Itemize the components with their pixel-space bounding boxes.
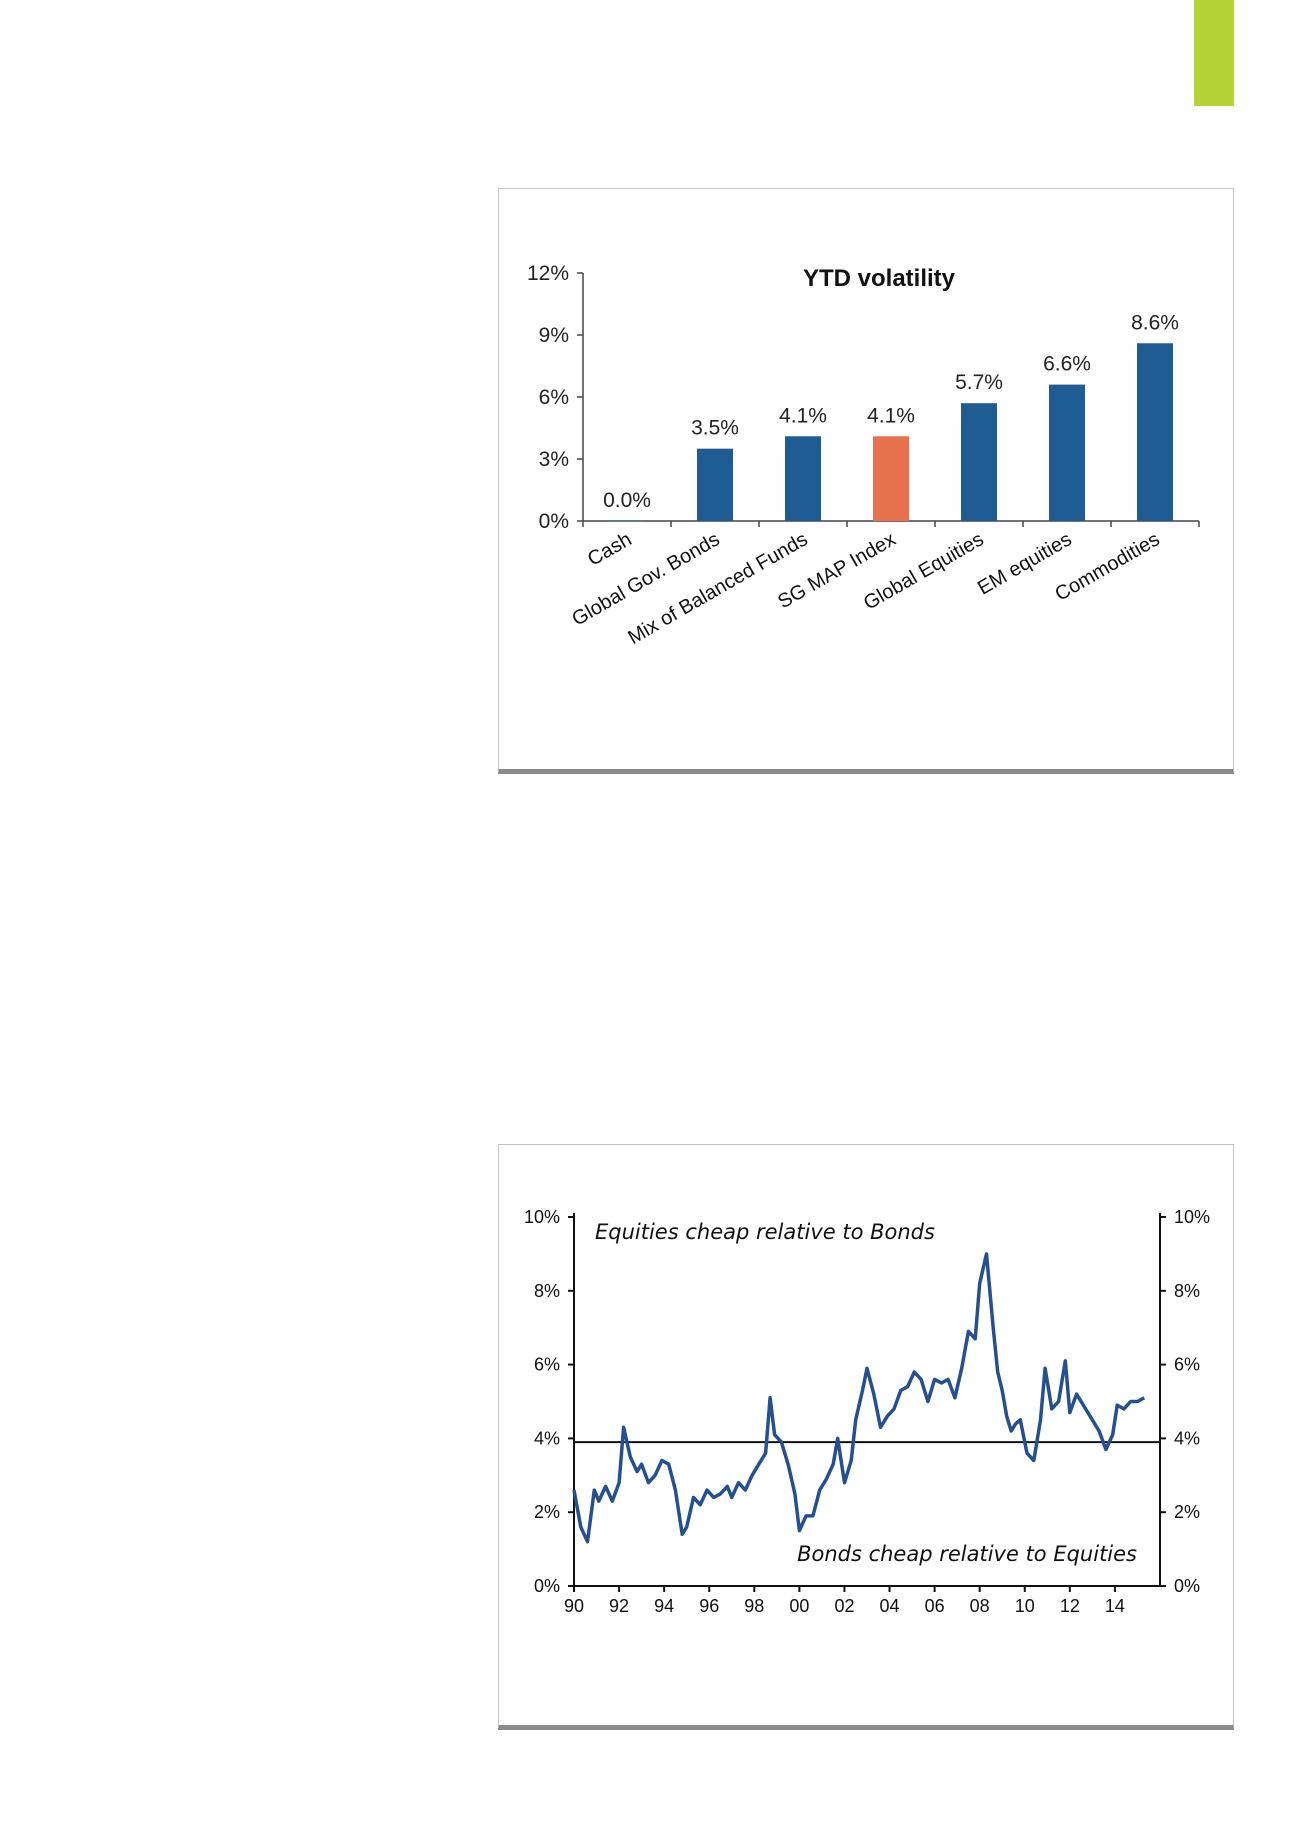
x-tick-label: 96 <box>699 1596 719 1616</box>
x-tick-label: 06 <box>925 1596 945 1616</box>
x-tick-label: 98 <box>744 1596 764 1616</box>
category-label: Cash <box>584 528 635 570</box>
x-tick-label: 92 <box>609 1596 629 1616</box>
equity-bond-yield-gap-chart-panel: 0% 0% 2% 2% 4% 4% 6% 6% 8% 8% 10% 10% 90 92 94 96 98 00 02… <box>498 1144 1234 1730</box>
bar <box>697 448 733 521</box>
bar <box>785 436 821 521</box>
x-tick-label: 94 <box>654 1596 674 1616</box>
annotation-bonds-cheap: Bonds cheap relative to Equities <box>797 1542 1137 1566</box>
x-tick-label: 04 <box>880 1596 900 1616</box>
left-y-tick-label: 8% <box>534 1281 560 1301</box>
bar-value-label: 0.0% <box>603 489 651 512</box>
chart-title: YTD volatility <box>803 265 956 292</box>
section-accent-tab <box>1194 0 1234 106</box>
y-tick-label: 12% <box>527 262 569 285</box>
y-tick-label: 3% <box>539 448 569 471</box>
y-tick-label: 9% <box>539 324 569 347</box>
bar-value-label: 4.1% <box>779 404 827 427</box>
ytd-volatility-bar-chart: YTD volatility 0% 3% 6% 9% 12% 0.0% Cash 3.5% Glo… <box>527 262 1200 649</box>
x-tick-label: 12 <box>1060 1596 1080 1616</box>
right-y-tick-label: 8% <box>1174 1281 1200 1301</box>
y-tick-label: 0% <box>539 510 569 533</box>
bar-value-label: 6.6% <box>1043 353 1091 376</box>
y-tick-label: 6% <box>539 386 569 409</box>
left-y-tick-label: 10% <box>524 1207 560 1227</box>
ytd-volatility-chart-panel: YTD volatility 0% 3% 6% 9% 12% 0.0% Cash 3.5% Glo… <box>498 188 1234 774</box>
right-y-tick-label: 0% <box>1174 1576 1200 1596</box>
left-y-tick-label: 4% <box>534 1428 560 1448</box>
right-y-tick-label: 4% <box>1174 1428 1200 1448</box>
x-tick-label: 10 <box>1015 1596 1035 1616</box>
bar-value-label: 8.6% <box>1131 311 1179 334</box>
x-tick-label: 08 <box>970 1596 990 1616</box>
left-y-tick-label: 0% <box>534 1576 560 1596</box>
bar <box>961 403 997 521</box>
left-y-tick-label: 2% <box>534 1502 560 1522</box>
right-y-tick-label: 2% <box>1174 1502 1200 1522</box>
bar <box>1137 343 1173 521</box>
annotation-equities-cheap: Equities cheap relative to Bonds <box>595 1220 935 1244</box>
bar <box>609 521 645 522</box>
bar-value-label: 4.1% <box>867 404 915 427</box>
bar <box>873 436 909 521</box>
bar-value-label: 3.5% <box>691 417 739 440</box>
x-tick-label: 00 <box>789 1596 809 1616</box>
x-tick-label: 14 <box>1105 1596 1125 1616</box>
yield-gap-series-line <box>572 1252 1146 1544</box>
equity-bond-yield-gap-line-chart: 0% 0% 2% 2% 4% 4% 6% 6% 8% 8% 10% 10% 90 92 94 96 98 00 02… <box>524 1207 1210 1616</box>
left-y-tick-label: 6% <box>534 1355 560 1375</box>
bar-value-label: 5.7% <box>955 371 1003 394</box>
right-y-tick-label: 10% <box>1174 1207 1210 1227</box>
bar <box>1049 384 1085 521</box>
x-tick-label: 02 <box>834 1596 854 1616</box>
x-tick-label: 90 <box>564 1596 584 1616</box>
right-y-tick-label: 6% <box>1174 1355 1200 1375</box>
category-label: Global Gov. Bonds <box>568 528 723 630</box>
